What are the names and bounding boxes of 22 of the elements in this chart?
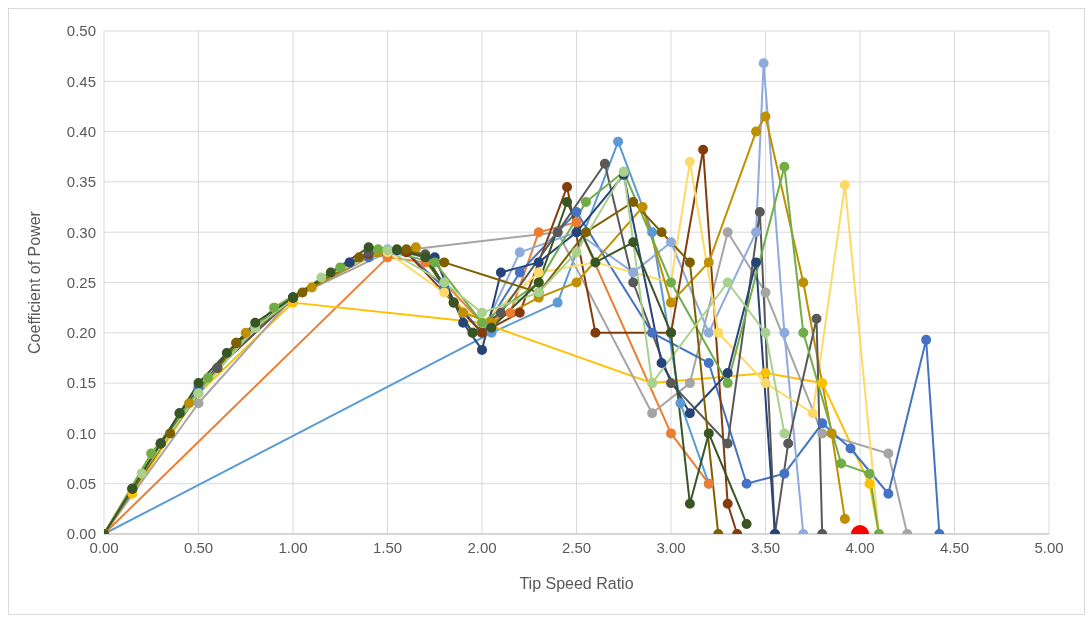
x-tick-label: 3.00 (656, 538, 686, 556)
y-tick-label: 0.45 (66, 72, 96, 90)
y-axis-title: Coefficient of Power (25, 210, 43, 354)
y-tick-label: 0.35 (66, 173, 96, 191)
x-tick-label: 1.50 (372, 538, 403, 556)
x-tick-label: 5.00 (1034, 538, 1064, 556)
x-tick-label: 4.50 (939, 538, 970, 556)
x-axis-title: Tip Speed Ratio (519, 575, 634, 592)
x-tick-label: 2.50 (561, 538, 592, 556)
y-tick-label: 0.15 (66, 374, 96, 392)
x-tick-label: 3.50 (750, 538, 781, 556)
y-tick-label: 0.10 (66, 424, 96, 442)
x-tick-label: 0.50 (183, 538, 214, 556)
y-tick-label: 0.25 (66, 273, 96, 291)
y-tick-label: 0.40 (66, 122, 96, 140)
x-tick-label: 1.00 (278, 538, 308, 556)
y-tick-label: 0.50 (66, 22, 96, 40)
x-tick-label: 2.00 (467, 538, 497, 556)
y-tick-label: 0.05 (66, 475, 96, 493)
y-tick-label: 0.30 (66, 223, 96, 241)
y-tick-label: 0.20 (66, 324, 96, 342)
x-tick-label: 4.00 (845, 538, 875, 556)
